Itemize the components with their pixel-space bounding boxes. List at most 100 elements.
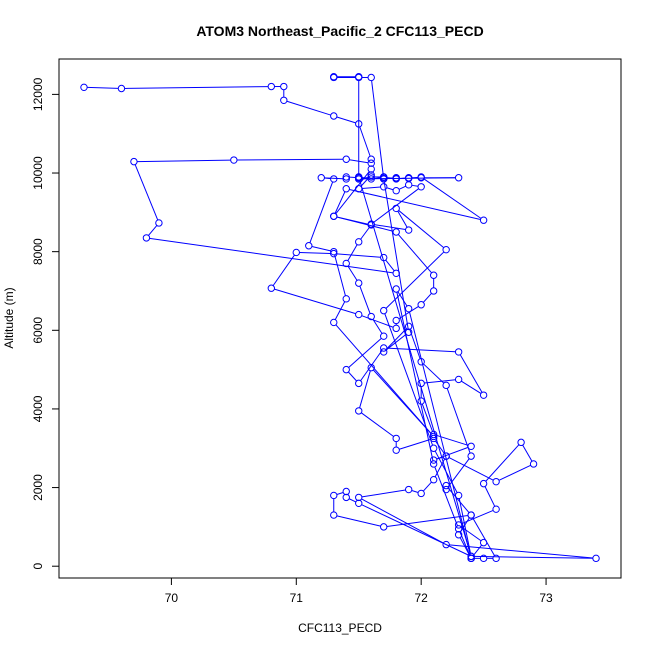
series-segment [359, 179, 471, 554]
y-tick-label: 8000 [31, 238, 45, 265]
data-point [529, 460, 538, 468]
y-axis-label: Altitude (m) [2, 287, 16, 348]
y-tick-label: 4000 [31, 395, 45, 422]
data-point [454, 531, 463, 539]
series-segment [361, 315, 394, 328]
data-point [592, 554, 600, 563]
series-segment [397, 210, 408, 228]
data-point [404, 328, 413, 336]
data-point [454, 521, 463, 529]
y-tick-label: 12000 [31, 77, 45, 111]
data-point [380, 348, 388, 356]
data-point [355, 120, 363, 128]
series-segment [361, 504, 469, 556]
data-point [454, 525, 463, 533]
data-point [367, 171, 375, 179]
data-point [454, 348, 463, 356]
data-point [404, 304, 413, 313]
data-point [417, 397, 425, 405]
series-segment [87, 86, 119, 89]
data-point [392, 269, 400, 277]
series-segment [386, 347, 456, 353]
data-point [479, 391, 488, 399]
series-segment [134, 164, 159, 221]
series-segment [272, 254, 295, 286]
data-point [330, 73, 338, 82]
data-point [492, 554, 500, 563]
series-segment [411, 490, 419, 493]
series-segment [359, 370, 371, 408]
series-segment [137, 159, 231, 163]
series-segment [336, 116, 356, 124]
series-segment [361, 176, 369, 179]
data-point [417, 173, 425, 181]
data-point [392, 316, 400, 325]
series-segment [149, 237, 394, 274]
series-segment [424, 379, 456, 384]
data-point [417, 489, 425, 498]
series-segment [334, 254, 346, 296]
series-segment [309, 181, 334, 243]
data-point [417, 183, 425, 191]
series-segment [396, 292, 434, 461]
data-point [467, 554, 475, 563]
data-point [355, 175, 363, 183]
series-segment [386, 187, 394, 191]
series-segment [274, 288, 356, 315]
data-point [392, 228, 400, 236]
data-point [355, 73, 363, 82]
data-point [330, 491, 338, 500]
data-point [317, 174, 325, 182]
series-segment [372, 318, 383, 334]
series-segment [385, 251, 445, 309]
data-point [380, 523, 388, 531]
series-segment [311, 246, 331, 252]
data-point [367, 73, 375, 82]
data-point [442, 452, 450, 460]
data-point [429, 476, 438, 484]
series-segment [472, 544, 483, 557]
data-point [442, 485, 450, 494]
data-point [442, 540, 450, 549]
series-segment [397, 234, 432, 274]
data-point [392, 285, 400, 293]
data-point [380, 306, 388, 315]
data-point [429, 460, 438, 468]
series-segment [336, 216, 369, 225]
series-segment [398, 210, 445, 249]
data-point [330, 511, 338, 519]
data-point [392, 204, 400, 213]
data-point [367, 165, 375, 173]
data-point [342, 487, 350, 496]
chart-title: ATOM3 Northeast_Pacific_2 CFC113_PECD [196, 23, 483, 39]
data-point [392, 434, 400, 443]
series-segment [522, 444, 533, 462]
data-point [517, 438, 525, 447]
series-segment [349, 188, 481, 220]
series-segment [411, 184, 419, 187]
data-point [267, 284, 276, 292]
series-segment [436, 434, 469, 446]
series-segment [334, 191, 346, 214]
series-segment [336, 253, 381, 258]
series-segment [237, 158, 344, 161]
series-segment [348, 371, 357, 382]
data-point [392, 324, 400, 333]
series-segment [374, 224, 406, 231]
data-point [367, 363, 375, 372]
data-point [330, 112, 338, 120]
series-segment [459, 537, 471, 556]
series-segment [359, 126, 371, 157]
data-point [367, 175, 375, 183]
series-segment [361, 186, 381, 189]
series-segment [408, 311, 471, 556]
series-segment [474, 555, 593, 559]
data-point [355, 185, 363, 193]
series-segment [347, 265, 358, 281]
series-segment [449, 544, 593, 559]
data-point [429, 432, 438, 441]
data-point [355, 310, 363, 319]
data-point [404, 226, 413, 234]
